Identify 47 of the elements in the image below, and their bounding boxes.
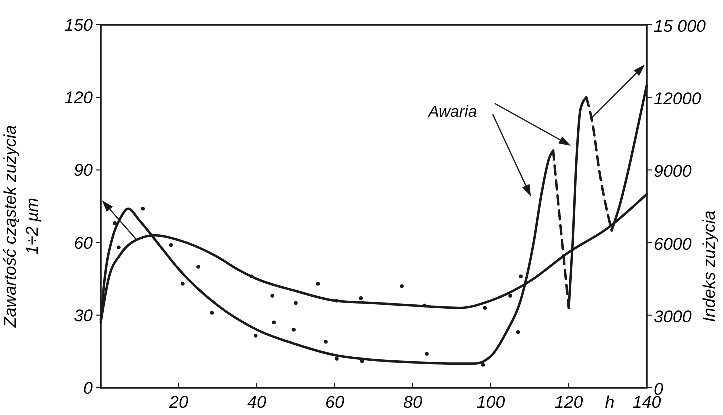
point	[516, 330, 520, 334]
y-tick-label: 150	[64, 16, 94, 35]
x-tick-label: 80	[404, 393, 423, 412]
point	[196, 265, 200, 269]
point	[335, 298, 339, 303]
point	[481, 363, 486, 367]
x-tick-label: 20	[168, 393, 189, 412]
point	[519, 274, 523, 279]
y-tick-label: 60	[74, 234, 94, 253]
point	[425, 352, 429, 356]
y-tick-label: 30	[74, 306, 94, 326]
y2-tick-label: 6000	[654, 234, 692, 254]
y2-axis-title: Indeks zużycia	[700, 210, 719, 322]
point	[316, 282, 320, 286]
x-tick-label: 100	[476, 393, 506, 412]
point	[400, 284, 404, 288]
point	[270, 294, 274, 298]
point	[422, 304, 427, 308]
point	[181, 282, 185, 286]
y-tick-label: 0	[84, 379, 94, 398]
y2-tick-label: 3000	[654, 307, 692, 326]
x-tick-label: 40	[248, 393, 267, 412]
annotation: Awaria	[428, 104, 478, 121]
y-tick-label: 90	[74, 161, 94, 180]
point	[141, 207, 146, 211]
point	[508, 294, 512, 298]
y2-tick-label: 12000	[654, 90, 702, 109]
x-axis-title: h	[605, 393, 615, 412]
y2-tick-label: 9000	[654, 162, 692, 182]
point	[335, 357, 339, 361]
y-tick-label: 120	[64, 88, 94, 108]
y-axis-title: Zawartość cząstek zużycia 1÷2 µm	[1, 125, 42, 329]
point	[210, 311, 214, 315]
point	[324, 340, 328, 344]
point	[294, 301, 298, 306]
point	[169, 243, 174, 248]
y2-tick-label: 15 000	[654, 17, 707, 36]
point	[483, 306, 488, 310]
x-tick-label: 60	[326, 393, 345, 412]
point	[113, 222, 117, 226]
point	[117, 246, 121, 250]
point	[250, 274, 254, 279]
point	[359, 296, 364, 300]
x-tick-label: 120	[554, 393, 584, 412]
point	[272, 320, 276, 325]
point	[292, 328, 296, 332]
point	[254, 334, 258, 338]
